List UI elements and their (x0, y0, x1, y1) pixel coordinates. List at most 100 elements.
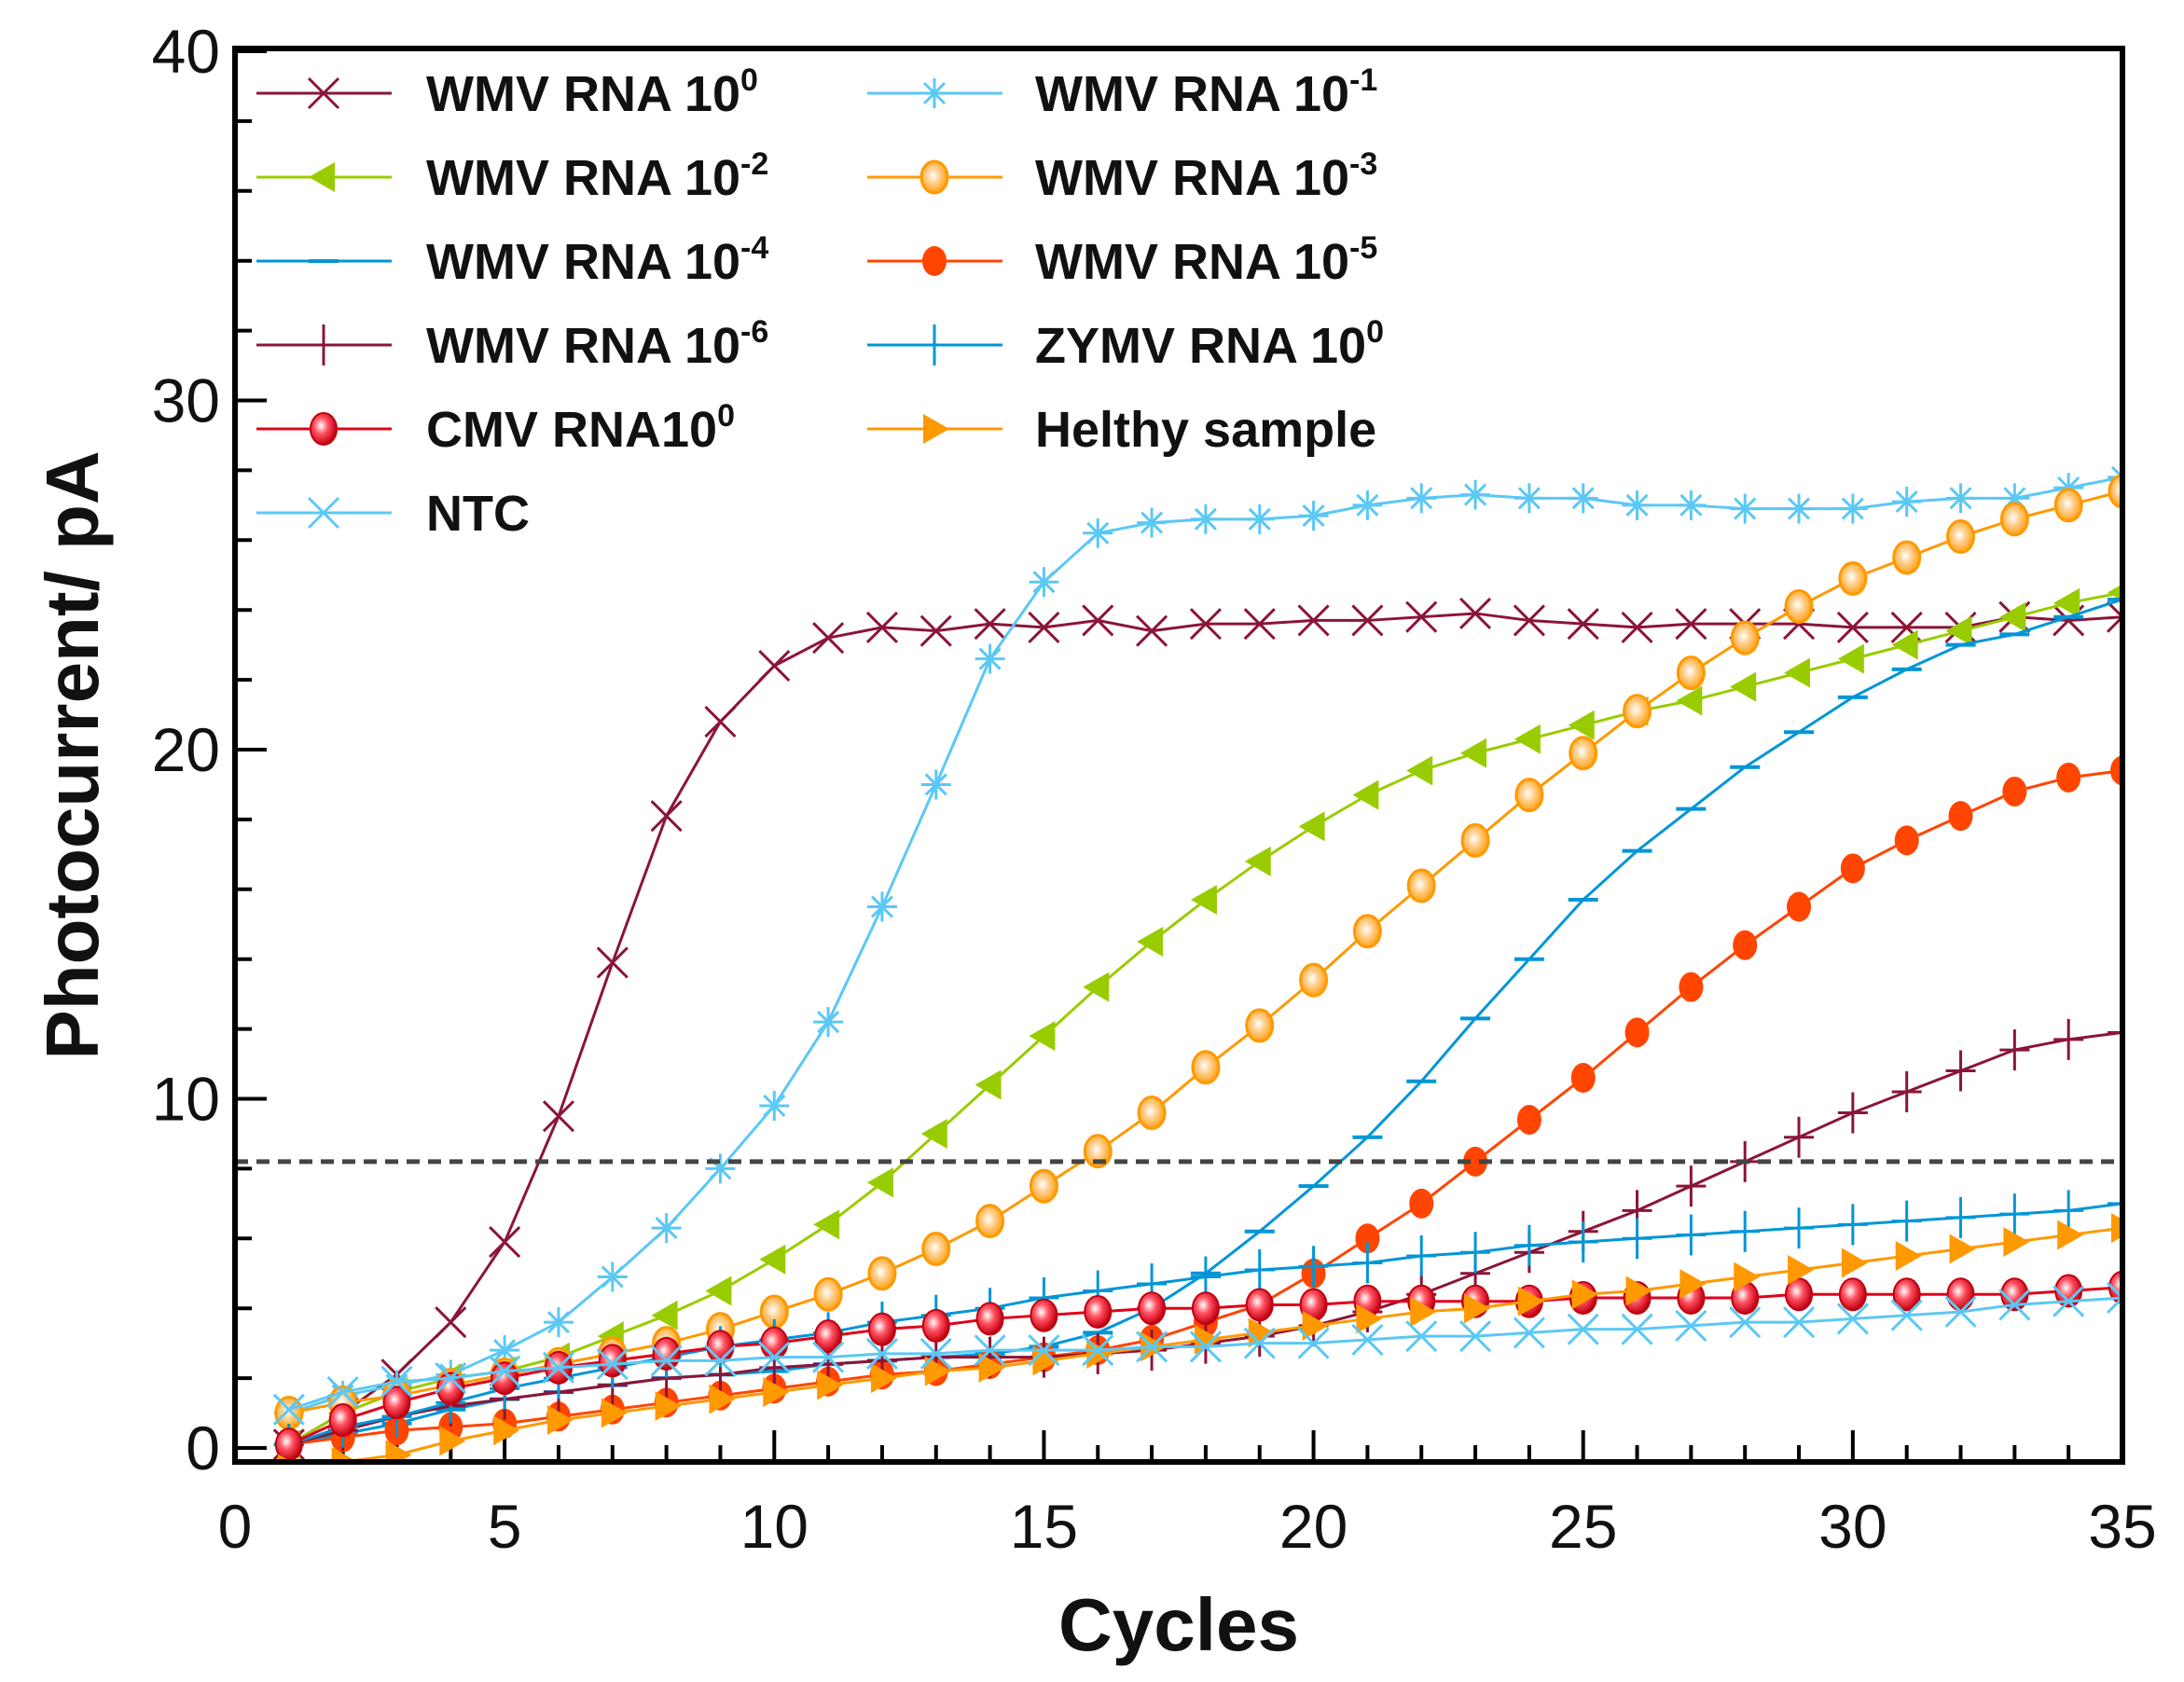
data-point (812, 622, 845, 655)
legend-item: ZYMV RNA 100 (867, 314, 1384, 374)
legend-label: NTC (426, 486, 530, 542)
data-point (1245, 1008, 1275, 1043)
legend-label-exponent: -1 (1349, 62, 1377, 98)
x-tick-label: 20 (1279, 1492, 1348, 1561)
data-point (385, 1440, 412, 1462)
data-point (1189, 1330, 1222, 1363)
legend-label: WMV RNA 100 (426, 62, 758, 122)
data-point (759, 1244, 786, 1275)
data-point (1137, 507, 1168, 538)
data-point (493, 1415, 520, 1446)
data-point (598, 1344, 627, 1378)
data-point (919, 614, 952, 647)
data-point (1463, 1146, 1488, 1177)
data-point (1784, 657, 1811, 688)
data-point (1676, 1214, 1707, 1256)
data-point (543, 1307, 574, 1338)
data-point (704, 705, 737, 738)
data-point (1675, 608, 1707, 641)
legend-item: WMV RNA 10-5 (867, 230, 1377, 290)
data-point (1083, 517, 1113, 548)
data-point (814, 1319, 843, 1354)
data-point (1623, 694, 1652, 729)
data-point (1356, 1303, 1383, 1334)
data-point (1784, 588, 1814, 624)
data-point (1946, 1277, 1975, 1312)
data-point (1298, 1246, 1329, 1288)
legend-item: Helthy sample (867, 402, 1376, 458)
data-point (272, 1393, 305, 1426)
data-point (1297, 1327, 1330, 1359)
data-point (2108, 1182, 2122, 1224)
data-point (1784, 493, 1815, 524)
legend-label-text: WMV RNA 10 (426, 66, 740, 122)
data-point (1409, 1188, 1434, 1219)
data-point (1405, 600, 1438, 633)
data-point (1945, 1050, 1976, 1092)
data-point (1892, 540, 1922, 575)
y-tick-label: 40 (152, 17, 220, 86)
data-point (1352, 489, 1383, 520)
data-point (1190, 503, 1221, 534)
data-point (1191, 1050, 1221, 1085)
legend-label: WMV RNA 10-1 (1035, 62, 1377, 122)
data-point (439, 1426, 466, 1456)
series-group (272, 462, 2122, 1462)
data-point (759, 1090, 790, 1121)
data-point (1945, 1196, 1976, 1238)
data-point (1837, 1204, 1868, 1246)
data-point (1082, 604, 1114, 637)
data-point (867, 1256, 897, 1291)
data-point (1355, 1223, 1380, 1254)
data-point (2053, 473, 2084, 503)
legend-label: WMV RNA 10-4 (426, 230, 768, 290)
data-point (1625, 1275, 1652, 1306)
data-point (1351, 1323, 1384, 1356)
data-point (919, 1337, 952, 1370)
data-point (2108, 474, 2122, 509)
data-point (1999, 483, 2030, 514)
data-point (1676, 1165, 1707, 1207)
data-point (1138, 1291, 1167, 1326)
data-point (866, 1167, 893, 1198)
data-point (867, 1312, 896, 1346)
data-point (1029, 1021, 1056, 1052)
legend-label-exponent: -6 (740, 314, 768, 350)
data-point (1730, 671, 1757, 702)
data-point (1352, 1242, 1383, 1284)
data-point (307, 496, 340, 530)
data-point (1514, 483, 1544, 514)
legend-item: WMV RNA 10-3 (867, 146, 1377, 206)
data-point (1243, 608, 1276, 641)
data-point (2108, 584, 2122, 601)
data-point (1679, 1268, 1707, 1299)
data-point (1568, 710, 1595, 740)
data-point (2053, 1285, 2085, 1317)
data-point (489, 1355, 521, 1387)
data-point (1083, 972, 1110, 1002)
data-point (978, 1352, 1005, 1383)
data-point (650, 1344, 683, 1377)
data-point (975, 643, 1005, 674)
legend-label-text: WMV RNA 10 (426, 150, 740, 206)
data-point (813, 1209, 840, 1240)
data-point (326, 1376, 359, 1409)
data-point (596, 1348, 629, 1381)
legend-item: WMV RNA 100 (256, 62, 758, 122)
data-point (1890, 1299, 1923, 1331)
data-point (1406, 1235, 1437, 1277)
legend-label-text: Helthy sample (1035, 402, 1376, 458)
data-point (490, 1335, 520, 1366)
x-tick-label: 0 (218, 1492, 253, 1561)
data-point (706, 1330, 735, 1364)
data-point (1299, 962, 1329, 998)
data-point (1189, 608, 1222, 641)
plot-frame (232, 46, 2125, 1465)
data-point (865, 1337, 899, 1370)
legend-label-exponent: -3 (1349, 146, 1377, 182)
data-point (1784, 1207, 1815, 1249)
data-point (601, 1398, 628, 1428)
data-point (1837, 643, 1864, 674)
